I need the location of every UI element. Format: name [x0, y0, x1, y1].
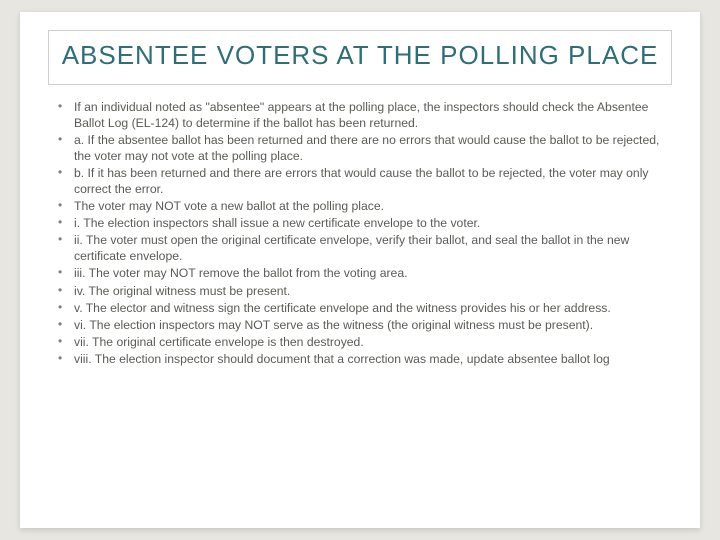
bullet-list: If an individual noted as "absentee" app… — [56, 99, 664, 368]
page-title: ABSENTEE VOTERS AT THE POLLING PLACE — [59, 39, 661, 72]
content-area: If an individual noted as "absentee" app… — [20, 95, 700, 379]
list-item: viii. The election inspector should docu… — [56, 351, 664, 367]
list-item: vii. The original certificate envelope i… — [56, 334, 664, 350]
list-item: The voter may NOT vote a new ballot at t… — [56, 198, 664, 214]
list-item: If an individual noted as "absentee" app… — [56, 99, 664, 131]
list-item: v. The elector and witness sign the cert… — [56, 300, 664, 316]
list-item: iii. The voter may NOT remove the ballot… — [56, 265, 664, 281]
list-item: ii. The voter must open the original cer… — [56, 232, 664, 264]
list-item: vi. The election inspectors may NOT serv… — [56, 317, 664, 333]
title-box: ABSENTEE VOTERS AT THE POLLING PLACE — [48, 30, 672, 85]
list-item: iv. The original witness must be present… — [56, 283, 664, 299]
list-item: a. If the absentee ballot has been retur… — [56, 132, 664, 164]
slide: ABSENTEE VOTERS AT THE POLLING PLACE If … — [20, 12, 700, 528]
list-item: b. If it has been returned and there are… — [56, 165, 664, 197]
list-item: i. The election inspectors shall issue a… — [56, 215, 664, 231]
